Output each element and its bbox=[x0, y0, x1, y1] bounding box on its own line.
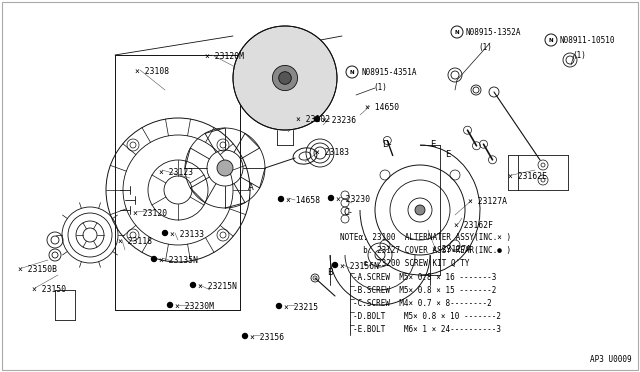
Text: (1): (1) bbox=[572, 51, 586, 60]
Text: -C.SCREW  M4× 0.7 × 8--------2: -C.SCREW M4× 0.7 × 8--------2 bbox=[353, 299, 492, 308]
Text: N08911-10510: N08911-10510 bbox=[560, 36, 616, 45]
Text: × 23120M: × 23120M bbox=[205, 52, 244, 61]
Circle shape bbox=[168, 302, 173, 308]
Text: C-: C- bbox=[344, 208, 353, 217]
Text: × 23215: × 23215 bbox=[284, 303, 318, 312]
Text: N: N bbox=[548, 38, 554, 42]
Circle shape bbox=[152, 257, 157, 262]
Text: × 23102: × 23102 bbox=[296, 115, 330, 124]
Text: × 23127A: × 23127A bbox=[432, 245, 471, 254]
Text: × 23162E: × 23162E bbox=[508, 172, 547, 181]
Text: D-: D- bbox=[382, 140, 392, 149]
Text: × 23108: × 23108 bbox=[135, 67, 169, 76]
Circle shape bbox=[278, 196, 284, 202]
Text: -A.SCREW  M5× 0.8 × 16 -------3: -A.SCREW M5× 0.8 × 16 -------3 bbox=[353, 273, 497, 282]
Circle shape bbox=[217, 160, 233, 176]
Text: -E.BOLT    M6× 1 × 24----------3: -E.BOLT M6× 1 × 24----------3 bbox=[353, 325, 501, 334]
Text: × 23150: × 23150 bbox=[32, 285, 66, 294]
Circle shape bbox=[276, 304, 282, 308]
Text: × 23135N: × 23135N bbox=[159, 256, 198, 265]
Text: N08915-4351A: N08915-4351A bbox=[361, 68, 417, 77]
Text: N: N bbox=[349, 70, 355, 74]
Circle shape bbox=[273, 65, 298, 91]
Circle shape bbox=[191, 282, 195, 288]
Text: B: B bbox=[327, 268, 333, 277]
Text: E: E bbox=[445, 150, 451, 159]
Circle shape bbox=[333, 263, 337, 267]
Text: -D.BOLT    M5× 0.8 × 10 -------2: -D.BOLT M5× 0.8 × 10 -------2 bbox=[353, 312, 501, 321]
Text: × 23230: × 23230 bbox=[336, 195, 370, 204]
Circle shape bbox=[163, 231, 168, 235]
Text: (1): (1) bbox=[373, 83, 387, 92]
Text: × 23118: × 23118 bbox=[118, 237, 152, 246]
Text: b. 23127 COVER ASSY-REAR(INC.● ): b. 23127 COVER ASSY-REAR(INC.● ) bbox=[340, 246, 511, 255]
Circle shape bbox=[415, 205, 425, 215]
Circle shape bbox=[243, 334, 248, 339]
Text: A: A bbox=[248, 183, 253, 192]
Text: -B.SCREW  M5× 0.8 × 15 -------2: -B.SCREW M5× 0.8 × 15 -------2 bbox=[353, 286, 497, 295]
Text: × 23156: × 23156 bbox=[250, 333, 284, 342]
Text: × 14650: × 14650 bbox=[365, 103, 399, 112]
Text: × 23183: × 23183 bbox=[315, 148, 349, 157]
Text: × 23236: × 23236 bbox=[322, 116, 356, 125]
Text: × 14658: × 14658 bbox=[286, 196, 320, 205]
Circle shape bbox=[314, 116, 319, 122]
Text: N: N bbox=[454, 29, 460, 35]
Text: × 23120: × 23120 bbox=[133, 209, 167, 218]
Text: × 23215N: × 23215N bbox=[198, 282, 237, 291]
Circle shape bbox=[328, 196, 333, 201]
Text: E: E bbox=[430, 140, 435, 149]
Text: NOTEα. 23100  ALTERNATER ASSY(INC.× ): NOTEα. 23100 ALTERNATER ASSY(INC.× ) bbox=[340, 233, 511, 242]
Text: × 23156N: × 23156N bbox=[340, 262, 379, 271]
Text: × 23133: × 23133 bbox=[170, 230, 204, 239]
Text: × 23230M: × 23230M bbox=[175, 302, 214, 311]
Circle shape bbox=[278, 72, 291, 84]
Text: × 23127A: × 23127A bbox=[468, 197, 507, 206]
Text: AP3 U0009: AP3 U0009 bbox=[590, 355, 632, 364]
Text: (1): (1) bbox=[478, 43, 492, 52]
Text: × 23162F: × 23162F bbox=[454, 221, 493, 230]
Text: c. 23200 SCREW KIT Q'TY: c. 23200 SCREW KIT Q'TY bbox=[340, 259, 470, 268]
Circle shape bbox=[233, 26, 337, 130]
Text: × 23150B: × 23150B bbox=[18, 265, 57, 274]
Text: N08915-1352A: N08915-1352A bbox=[466, 28, 522, 37]
Text: × 23123: × 23123 bbox=[159, 168, 193, 177]
